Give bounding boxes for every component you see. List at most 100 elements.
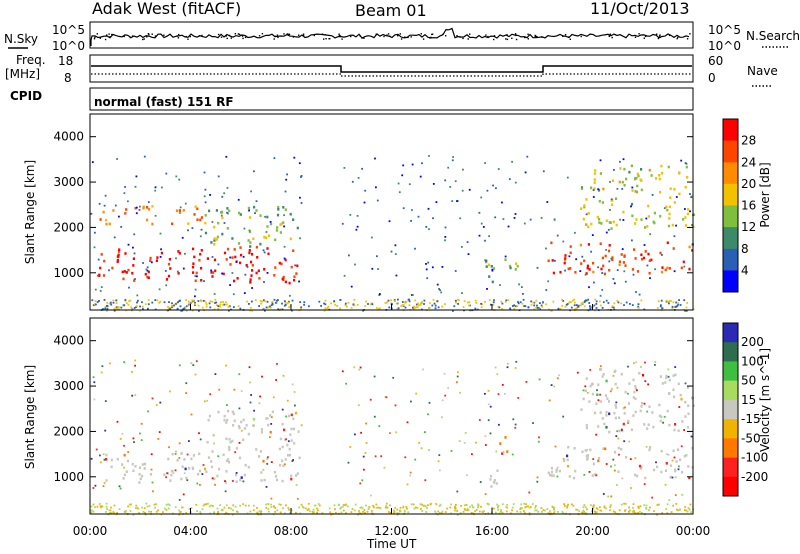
data-cell <box>461 246 463 248</box>
data-cell <box>300 176 302 178</box>
data-cell <box>530 300 533 303</box>
data-cell <box>435 503 438 505</box>
data-cell <box>251 287 253 289</box>
noise-search-point <box>467 38 469 40</box>
data-cell <box>213 511 215 514</box>
data-cell <box>647 204 650 208</box>
data-cell <box>333 300 336 302</box>
data-cell <box>541 305 543 308</box>
data-cell <box>600 222 603 225</box>
data-cell <box>665 374 668 378</box>
data-cell <box>419 508 422 510</box>
data-cell <box>92 503 95 506</box>
data-cell <box>290 265 293 269</box>
data-cell <box>427 413 429 416</box>
data-cell <box>287 507 290 509</box>
data-cell <box>109 512 111 514</box>
data-cell <box>417 302 419 305</box>
data-cell <box>576 371 579 374</box>
noise-search-point <box>383 35 385 38</box>
data-cell <box>228 438 231 441</box>
noise-tick-left-high: 10^5 <box>52 23 85 37</box>
data-cell <box>105 458 108 461</box>
data-cell <box>434 307 437 310</box>
data-cell <box>250 394 252 396</box>
data-cell <box>102 274 106 277</box>
data-cell <box>214 269 217 273</box>
data-cell <box>257 269 260 273</box>
data-cell <box>281 308 284 311</box>
noise-search-point <box>230 37 232 39</box>
data-cell <box>404 306 407 309</box>
data-cell <box>607 400 611 403</box>
data-cell <box>589 369 592 371</box>
data-cell <box>225 155 228 158</box>
data-cell <box>672 301 675 304</box>
data-cell <box>480 196 483 199</box>
noise-search-point <box>106 34 108 36</box>
data-cell <box>185 309 188 312</box>
data-cell <box>581 450 584 454</box>
data-cell <box>437 510 440 513</box>
data-cell <box>402 207 405 210</box>
data-cell <box>490 265 493 268</box>
data-cell <box>103 204 106 207</box>
x-tick-label: 08:00 <box>274 524 309 538</box>
data-cell <box>219 504 221 506</box>
data-cell <box>455 503 457 506</box>
data-cell <box>110 458 113 462</box>
data-cell <box>113 236 116 239</box>
data-cell <box>250 274 253 277</box>
data-cell <box>160 251 163 255</box>
data-cell <box>268 306 270 309</box>
data-cell <box>259 214 262 217</box>
data-cell <box>389 432 391 434</box>
data-cell <box>514 181 517 184</box>
data-cell <box>146 266 149 269</box>
data-cell <box>514 423 517 426</box>
data-cell <box>536 480 539 483</box>
data-cell <box>632 506 634 509</box>
data-cell <box>115 306 118 309</box>
data-cell <box>269 305 271 308</box>
data-cell <box>599 172 602 175</box>
data-cell <box>466 507 469 510</box>
x-tick-label: 16:00 <box>475 524 510 538</box>
data-cell <box>273 274 276 277</box>
data-cell <box>393 511 395 514</box>
data-cell <box>413 507 416 510</box>
data-cell <box>233 419 236 423</box>
data-cell <box>167 507 170 510</box>
data-cell <box>118 485 121 488</box>
data-cell <box>500 509 502 511</box>
data-cell <box>677 303 680 306</box>
data-cell <box>187 222 190 225</box>
data-cell <box>225 511 228 514</box>
data-cell <box>435 201 438 203</box>
data-cell <box>672 374 675 377</box>
data-cell <box>359 366 362 369</box>
data-cell <box>297 430 300 433</box>
data-cell <box>317 503 320 505</box>
data-cell <box>564 305 567 308</box>
data-cell <box>98 273 101 277</box>
data-cell <box>151 205 154 208</box>
data-cell <box>147 201 150 203</box>
data-cell <box>167 306 169 308</box>
data-cell <box>119 487 122 490</box>
data-cell <box>684 185 687 189</box>
data-cell <box>231 272 234 274</box>
data-cell <box>371 236 373 239</box>
data-cell <box>165 284 168 287</box>
data-cell <box>199 235 202 238</box>
noise-search-point <box>404 36 406 38</box>
data-cell <box>618 416 621 420</box>
data-cell <box>122 277 125 281</box>
data-cell <box>516 510 519 513</box>
data-cell <box>647 383 649 386</box>
data-cell <box>643 402 646 405</box>
data-cell <box>563 503 565 505</box>
data-cell <box>283 245 286 248</box>
data-cell <box>628 382 631 385</box>
